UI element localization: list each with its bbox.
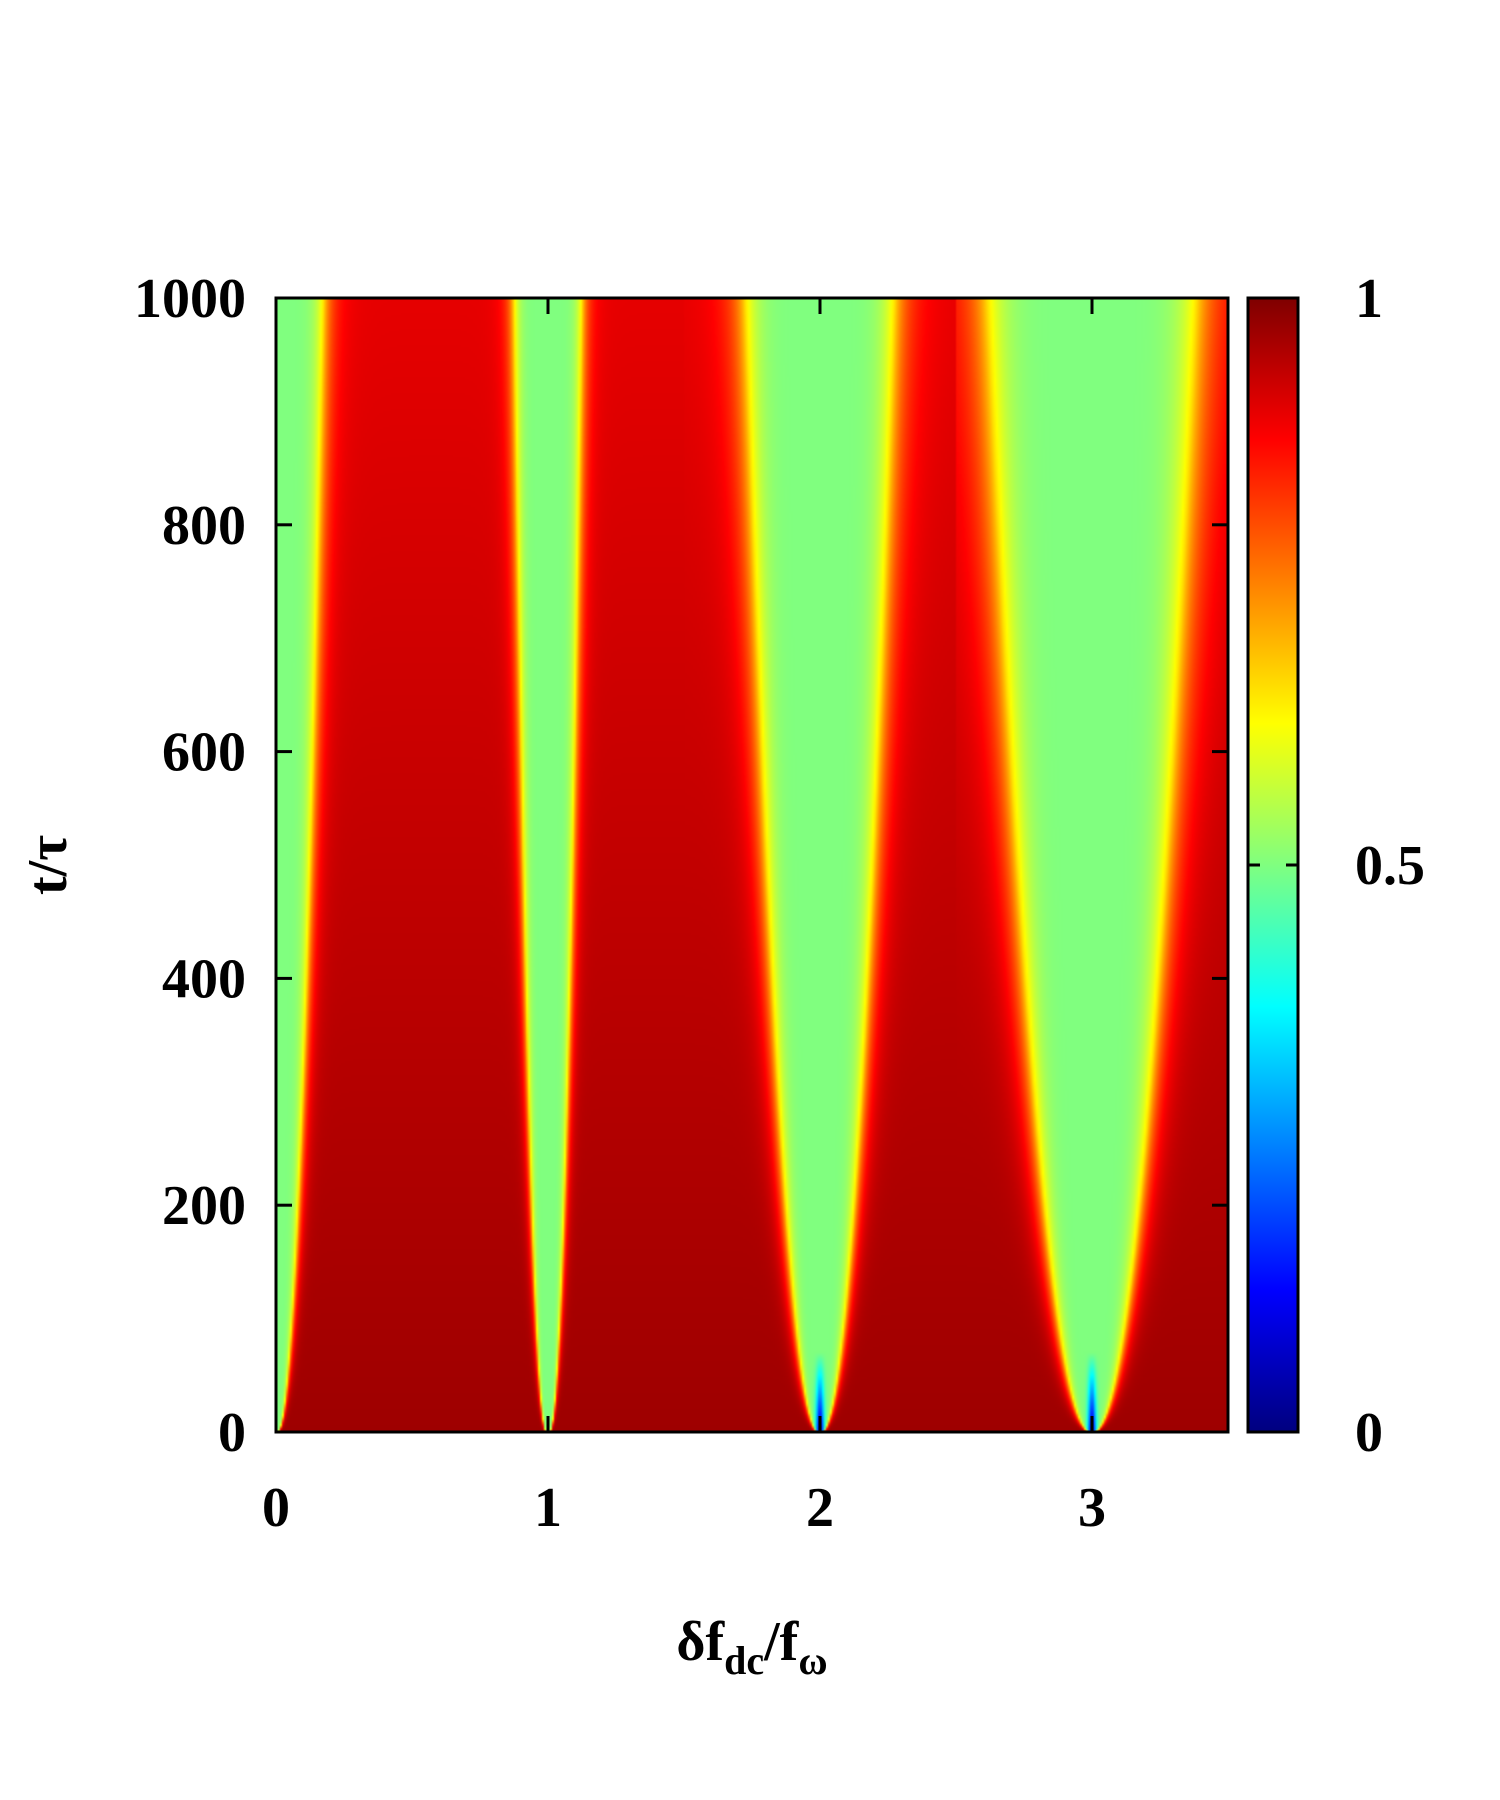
y-tick-label: 600 xyxy=(162,722,246,784)
y-axis-ticks: 0 200 400 600 800 1000 xyxy=(134,268,1228,1464)
y-tick-label: 1000 xyxy=(134,268,246,330)
colorbar-tick-label: 1 xyxy=(1355,268,1383,330)
x-tick-label: 2 xyxy=(806,1477,834,1539)
x-axis-label: δfdc/fω xyxy=(676,1611,827,1683)
colorbar-ticks: 00.51 xyxy=(1248,268,1425,1464)
y-tick-label: 200 xyxy=(162,1175,246,1237)
x-tick-label: 0 xyxy=(262,1477,290,1539)
heatmap-area xyxy=(276,298,1228,1432)
y-tick-label: 0 xyxy=(218,1402,246,1464)
y-tick-label: 800 xyxy=(162,495,246,557)
x-tick-label: 1 xyxy=(534,1477,562,1539)
colorbar-tick-label: 0 xyxy=(1355,1402,1383,1464)
heatmap-image xyxy=(276,298,1228,1432)
y-axis-label: t/τ xyxy=(17,835,79,895)
x-tick-label: 3 xyxy=(1078,1477,1106,1539)
x-axis-ticks: 0 1 2 3 xyxy=(262,298,1106,1539)
y-tick-label: 400 xyxy=(162,948,246,1010)
plot-frame xyxy=(274,296,1230,1434)
colorbar-tick-label: 0.5 xyxy=(1355,835,1425,897)
